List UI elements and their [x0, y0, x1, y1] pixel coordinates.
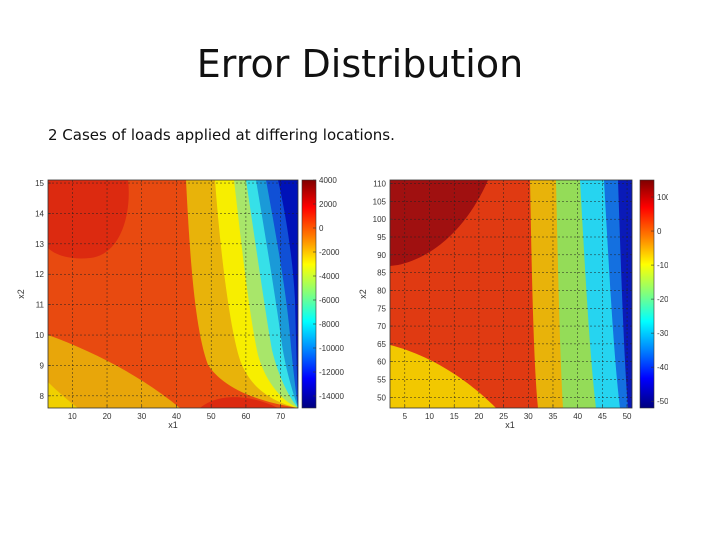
x-tick-label: 5 [403, 412, 408, 421]
colorbar-ticks-left: 4000 2000 0 -2000 -4000 -6000 -8000 -10000 -1200… [313, 176, 344, 401]
y-axis-label-left: x2 [16, 289, 26, 299]
y-tick-label: 90 [377, 251, 386, 260]
colorbar-tick-label: -400 [657, 363, 668, 372]
colorbar-left [301, 179, 317, 409]
contour-plot-right-svg: 5 10 15 20 25 30 35 40 45 50 50 55 60 65 70 75 80 85 90 95… [358, 179, 668, 430]
x-tick-label: 20 [103, 412, 112, 421]
y-tick-label: 70 [377, 322, 386, 331]
colorbar-tick-label: -14000 [319, 392, 344, 401]
grid-left [48, 180, 298, 408]
colorbar-tick-label: -10000 [319, 344, 344, 353]
y-tick-label: 100 [373, 215, 387, 224]
x-tick-label: 20 [474, 412, 483, 421]
contour-fill-right [390, 180, 632, 408]
x-tick-label: 50 [207, 412, 216, 421]
y-tick-label: 15 [35, 179, 44, 188]
colorbar-tick-label: -200 [657, 295, 668, 304]
x-axis-label-left: x1 [168, 420, 178, 430]
y-tick-label: 60 [377, 358, 386, 367]
x-tick-label: 15 [450, 412, 459, 421]
contour-band-lower-left-right [390, 345, 496, 408]
y-tick-label: 65 [377, 340, 386, 349]
colorbar-tick-label: 4000 [319, 176, 337, 185]
plot-frame-left [47, 179, 299, 409]
x-tick-label: 25 [499, 412, 508, 421]
x-tick-label: 40 [573, 412, 582, 421]
x-tick-label: 10 [68, 412, 77, 421]
x-tick-label: 40 [172, 412, 181, 421]
colorbar-tick-label: -300 [657, 329, 668, 338]
y-tick-label: 50 [377, 393, 386, 402]
colorbar-tick-label: -500 [657, 397, 668, 406]
contour-plot-right: 5 10 15 20 25 30 35 40 45 50 50 55 60 65 70 75 80 85 90 95… [358, 170, 668, 440]
colorbar-tick-label: -100 [657, 261, 668, 270]
x-ticks-right: 5 10 15 20 25 30 35 40 45 50 [403, 405, 632, 421]
x-tick-label: 50 [623, 412, 632, 421]
slide-title: Error Distribution [196, 42, 524, 86]
y-tick-label: 11 [36, 301, 45, 310]
y-ticks-left: 8 9 10 11 12 13 14 15 [35, 179, 51, 401]
x-axis-label-right: x1 [505, 420, 515, 430]
x-tick-label: 45 [598, 412, 607, 421]
x-tick-label: 30 [137, 412, 146, 421]
x-tick-label: 60 [241, 412, 250, 421]
x-tick-label: 70 [276, 412, 285, 421]
plot-frame-right [389, 179, 633, 409]
contour-band-bottom-dark [200, 397, 278, 408]
colorbar-tick-label: -6000 [319, 296, 340, 305]
x-ticks-left: 10 20 30 40 50 60 70 [68, 405, 286, 421]
y-tick-label: 105 [373, 197, 387, 206]
y-tick-label: 9 [40, 361, 45, 370]
contour-band-7 [278, 180, 298, 408]
contour-plot-left: 10 20 30 40 50 60 70 8 9 10 11 12 13 14 15 x1 x2 4000… [10, 170, 360, 440]
colorbar-tick-label: -2000 [319, 248, 340, 257]
y-tick-label: 75 [377, 304, 386, 313]
y-tick-label: 12 [35, 270, 44, 279]
colorbar-tick-label: -8000 [319, 320, 340, 329]
colorbar-ticks-right: 100 0 -100 -200 -300 -400 -500 [651, 193, 668, 406]
colorbar-tick-label: -4000 [319, 272, 340, 281]
y-tick-label: 95 [377, 233, 386, 242]
y-tick-label: 8 [40, 392, 45, 401]
x-tick-label: 35 [549, 412, 558, 421]
y-tick-label: 13 [35, 240, 44, 249]
y-tick-label: 10 [35, 331, 44, 340]
colorbar-tick-label: 0 [319, 224, 324, 233]
y-axis-label-right: x2 [358, 289, 368, 299]
contour-fill-left [48, 180, 298, 408]
y-tick-label: 85 [377, 269, 386, 278]
contour-plot-left-svg: 10 20 30 40 50 60 70 8 9 10 11 12 13 14 15 x1 x2 4000… [16, 176, 344, 430]
x-tick-label: 10 [425, 412, 434, 421]
y-tick-label: 110 [373, 180, 386, 189]
contour-band-lower-left [48, 335, 180, 408]
contour-band-highmax [48, 180, 129, 259]
x-tick-label: 30 [524, 412, 533, 421]
colorbar-tick-label: 2000 [319, 200, 337, 209]
colorbar-tick-label: 0 [657, 227, 662, 236]
colorbar-tick-label: -12000 [319, 368, 344, 377]
y-tick-label: 14 [35, 209, 44, 218]
slide-subtitle: 2 Cases of loads applied at differing lo… [48, 126, 395, 144]
y-tick-label: 80 [377, 286, 386, 295]
colorbar-tick-label: 100 [657, 193, 668, 202]
y-ticks-right: 50 55 60 65 70 75 80 85 90 95 100 105 110 [373, 180, 393, 402]
colorbar-right [639, 179, 655, 409]
contour-band-r5 [618, 180, 632, 408]
grid-right [390, 180, 632, 408]
y-tick-label: 55 [377, 376, 386, 385]
contour-band-corner [48, 382, 78, 408]
